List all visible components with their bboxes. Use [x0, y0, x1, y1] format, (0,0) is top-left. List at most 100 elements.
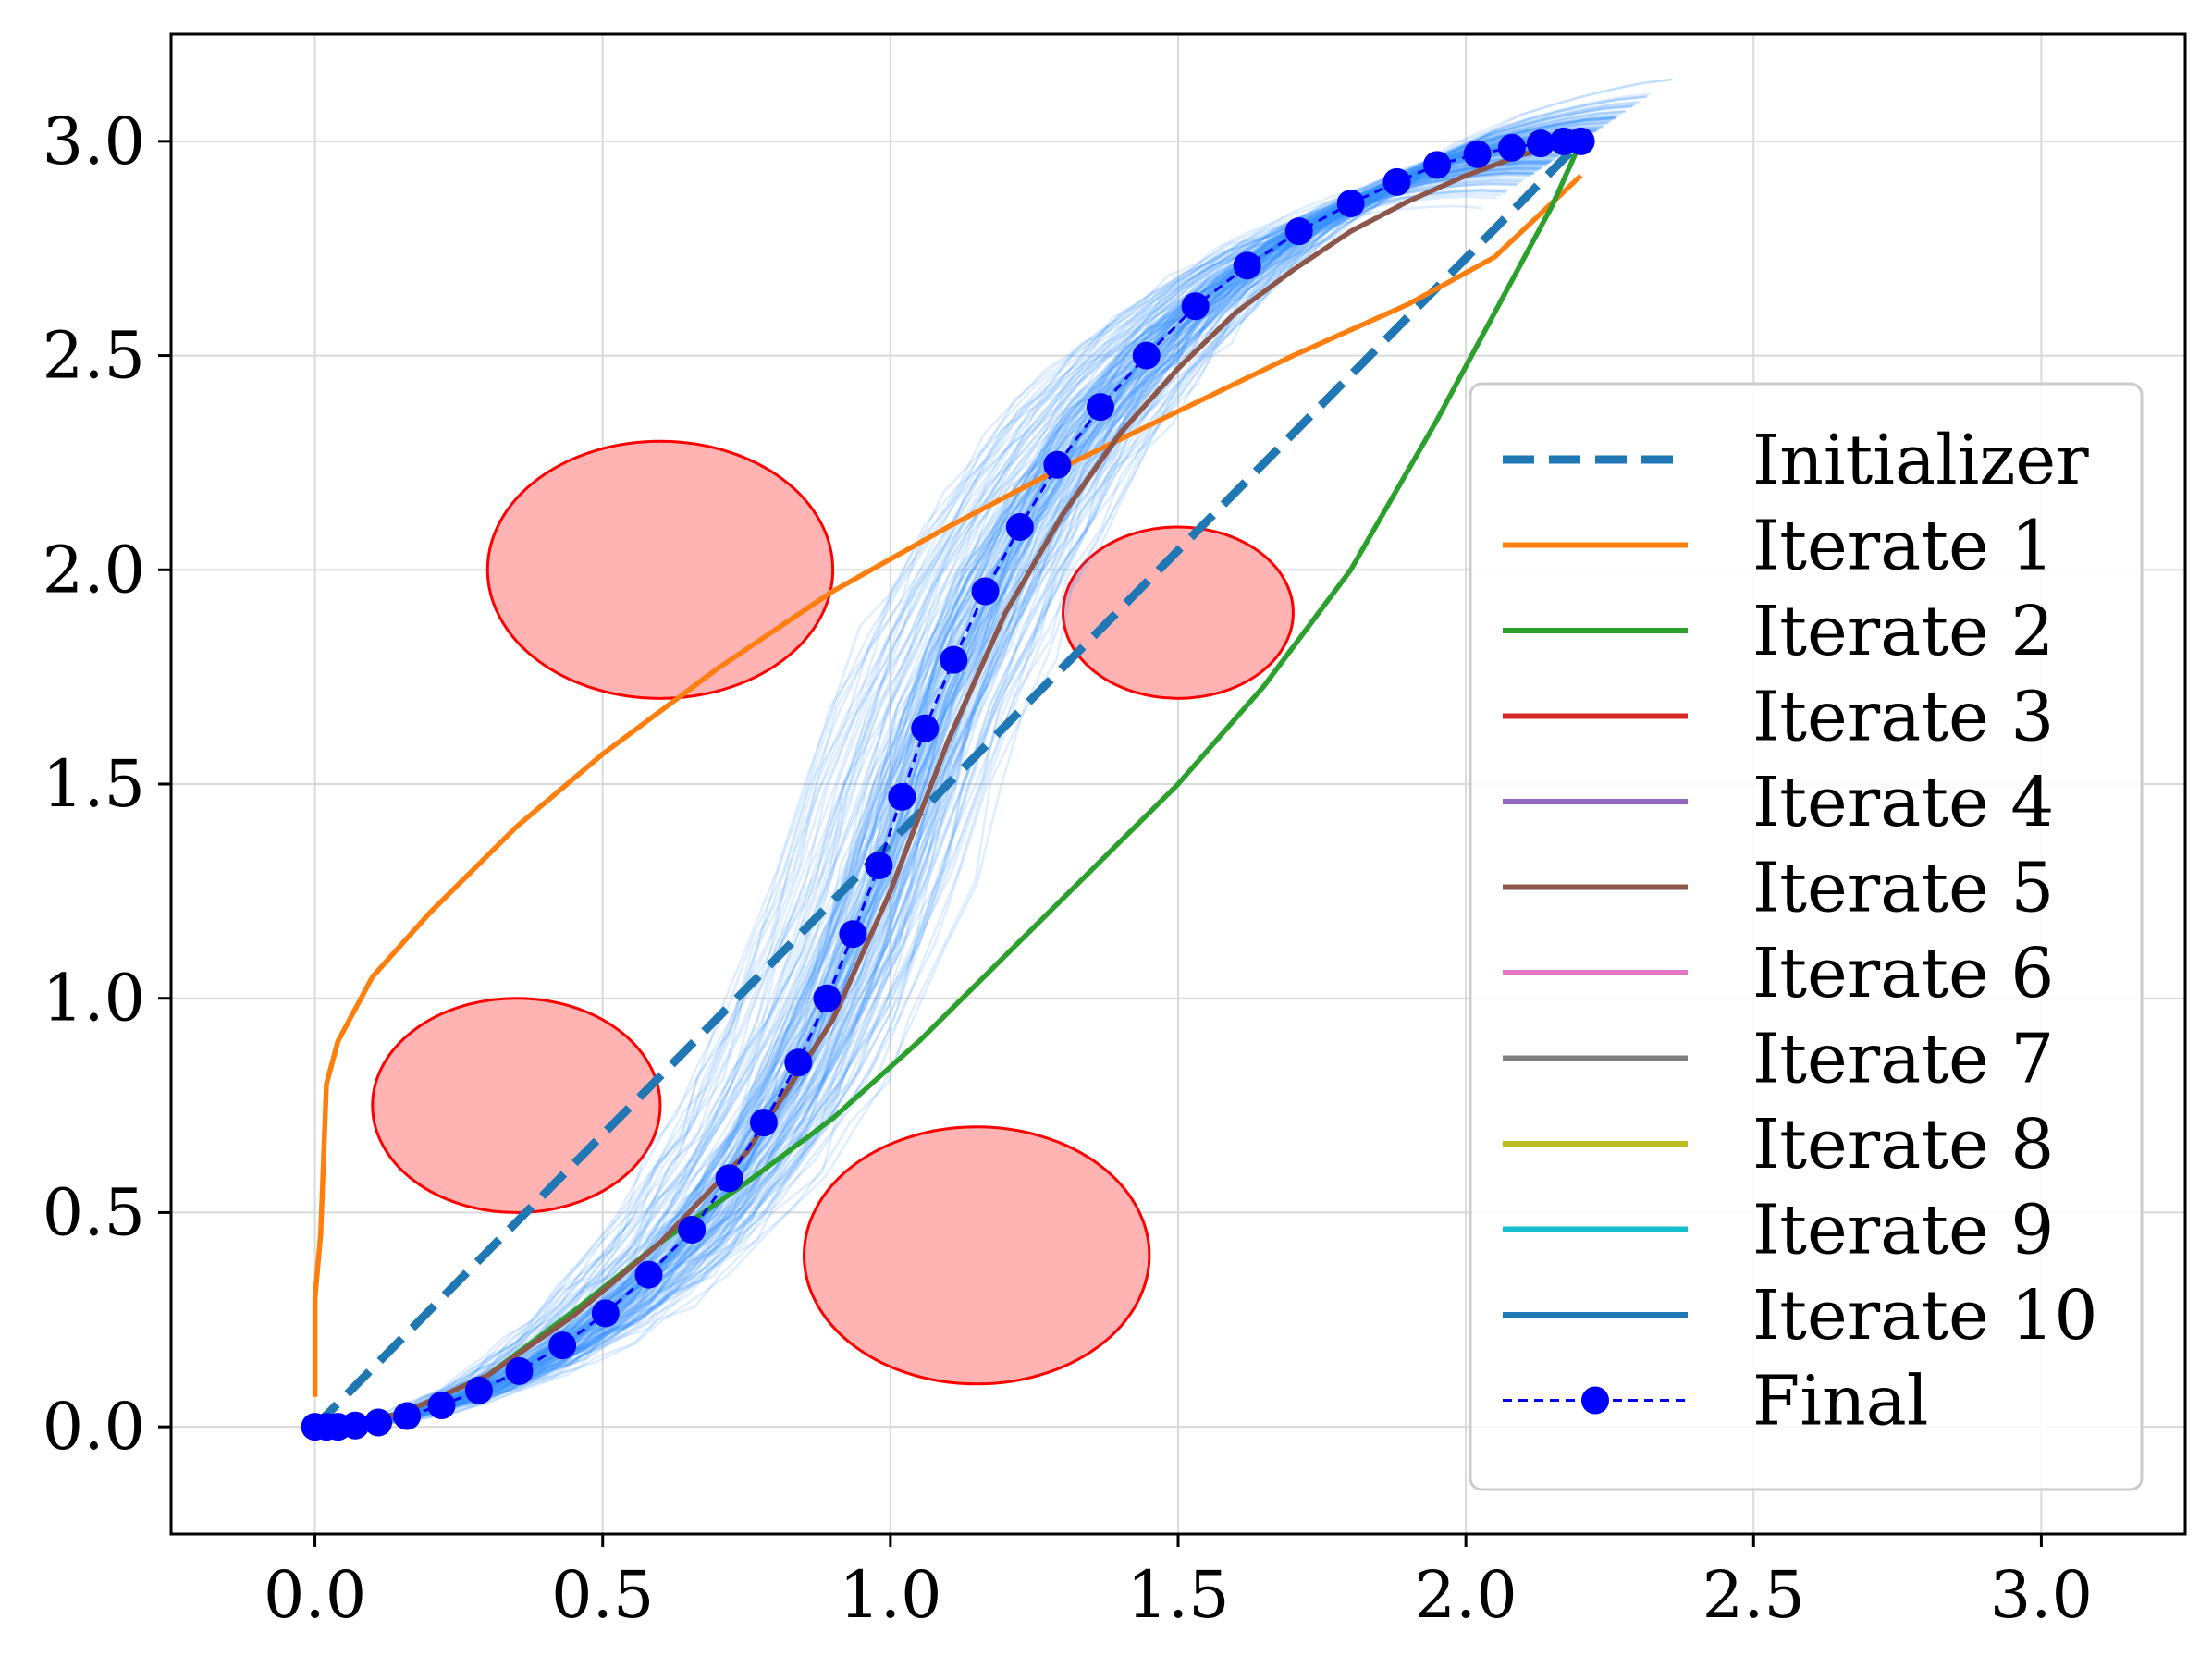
sample-trajectory — [314, 116, 1616, 1429]
axis-ticks: 0.0 0.5 1.0 1.5 2.0 2.5 3.0 0.0 0.5 1.0 1.5 2.0 2.5 3… — [43, 104, 2093, 1633]
y-tick-label: 1.0 — [43, 961, 145, 1036]
sample-trajectory — [314, 134, 1591, 1429]
final-point — [1132, 341, 1161, 370]
legend-label-iterate-1: Iterate 1 — [1752, 507, 2054, 586]
legend-label-iterate-5: Iterate 5 — [1752, 849, 2054, 928]
final-point — [341, 1411, 370, 1440]
final-point — [1181, 292, 1210, 321]
legend-marker-final — [1581, 1386, 1609, 1415]
y-tick-label: 3.0 — [43, 104, 145, 179]
final-point — [1497, 133, 1526, 162]
sample-trajectory — [314, 190, 1505, 1429]
y-tick-label: 1.5 — [43, 746, 145, 822]
final-point — [888, 782, 916, 811]
final-point — [1284, 217, 1313, 246]
final-point — [1527, 129, 1555, 158]
sample-trajectory — [314, 143, 1576, 1429]
plot-frame — [169, 32, 2187, 1536]
final-point — [634, 1260, 663, 1289]
x-tick-label: 0.0 — [264, 1557, 366, 1633]
final-point — [813, 984, 842, 1012]
sample-trajectory — [314, 116, 1616, 1429]
x-tick-label: 1.0 — [839, 1557, 941, 1633]
sample-trajectory — [314, 166, 1542, 1429]
sample-trajectory — [314, 105, 1632, 1429]
sample-trajectory — [314, 155, 1558, 1429]
x-tick-label: 1.5 — [1126, 1557, 1229, 1633]
legend-label-final: Final — [1752, 1362, 1928, 1441]
sample-trajectory — [314, 139, 1583, 1429]
final-point — [971, 577, 1000, 606]
sample-trajectory — [314, 148, 1569, 1429]
final-point — [839, 920, 867, 949]
x-tick-label: 2.5 — [1702, 1557, 1805, 1633]
final-point — [427, 1391, 456, 1419]
sample-trajectory — [314, 142, 1578, 1429]
final-point — [911, 714, 940, 742]
obstacle-4 — [803, 1125, 1151, 1386]
final-point — [1005, 512, 1034, 541]
final-point — [1086, 393, 1114, 422]
final-point — [940, 645, 968, 674]
final-point — [548, 1331, 577, 1360]
legend-label-iterate-9: Iterate 9 — [1752, 1191, 2054, 1270]
series-iterate-5 — [314, 139, 1582, 1429]
legend-label-iterate-10: Iterate 10 — [1752, 1276, 2097, 1355]
sample-trajectory — [314, 173, 1531, 1429]
sample-trajectory — [314, 162, 1549, 1429]
final-point — [1567, 127, 1595, 155]
sample-trajectory — [314, 171, 1535, 1429]
sample-trajectory — [314, 136, 1588, 1429]
final-point — [591, 1299, 620, 1328]
sample-trajectory — [314, 148, 1569, 1429]
obstacle-2 — [1062, 525, 1295, 700]
sample-trajectory — [314, 177, 1527, 1429]
x-tick-label: 2.0 — [1414, 1557, 1517, 1633]
final-point — [1423, 151, 1452, 179]
y-tick-label: 0.5 — [43, 1174, 145, 1250]
sample-trajectory — [314, 109, 1627, 1429]
series — [301, 127, 1595, 1441]
sample-trajectory — [314, 159, 1553, 1429]
sample-trajectory — [314, 145, 1574, 1429]
sample-trajectory — [314, 195, 1498, 1429]
final-point — [715, 1164, 743, 1193]
legend-label-iterate-7: Iterate 7 — [1752, 1020, 2054, 1099]
sample-trajectory — [314, 162, 1548, 1429]
series-initializer — [312, 138, 1584, 1430]
x-tick-label: 3.0 — [1990, 1557, 2093, 1633]
sample-trajectory — [314, 171, 1534, 1429]
legend-label-iterate-3: Iterate 3 — [1752, 678, 2054, 757]
final-point — [1233, 251, 1261, 280]
sample-trajectory — [314, 154, 1560, 1429]
sample-trajectory — [314, 168, 1539, 1429]
sample-trajectory — [314, 129, 1597, 1429]
legend-label-iterate-8: Iterate 8 — [1752, 1105, 2054, 1184]
final-point — [1336, 190, 1365, 218]
sample-trajectory — [314, 147, 1571, 1429]
sample-trajectory — [314, 120, 1610, 1429]
sample-trajectory — [314, 144, 1575, 1429]
obstacle-1 — [485, 439, 835, 700]
legend-box — [1469, 382, 2144, 1491]
y-tick-label: 2.5 — [43, 318, 145, 394]
final-point — [464, 1376, 493, 1404]
final-point — [678, 1215, 707, 1244]
legend-label-iterate-4: Iterate 4 — [1752, 763, 2054, 842]
final-point — [865, 852, 893, 880]
legend-label-initializer: Initializer — [1752, 421, 2089, 500]
sample-trajectory — [314, 121, 1608, 1429]
final-point — [1382, 167, 1411, 196]
y-tick-label: 2.0 — [43, 532, 145, 607]
series-iterate-1 — [312, 173, 1583, 1397]
obstacles — [371, 439, 1295, 1386]
legend-label-iterate-2: Iterate 2 — [1752, 592, 2054, 671]
final-point — [784, 1048, 813, 1077]
legend-label-iterate-6: Iterate 6 — [1752, 934, 2054, 1013]
final-point — [1043, 450, 1072, 479]
x-tick-label: 0.5 — [551, 1557, 654, 1633]
final-point — [1463, 140, 1492, 168]
final-point — [749, 1109, 778, 1137]
